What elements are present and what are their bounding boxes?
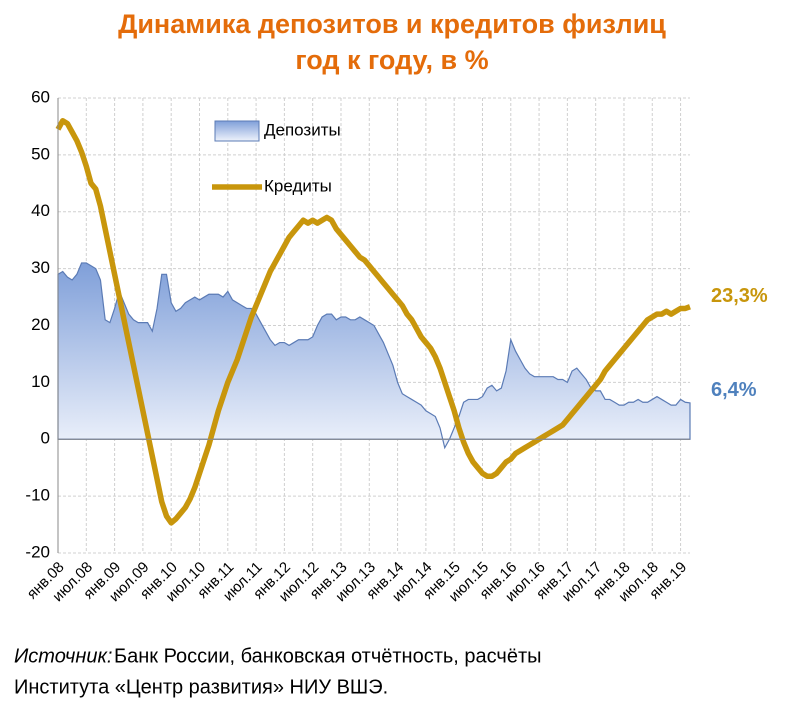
- y-tick-label: 60: [31, 87, 50, 106]
- source-label: Источник:: [14, 645, 112, 667]
- y-tick-label: 20: [31, 315, 50, 334]
- chart-subtitle: год к году, в %: [295, 45, 488, 75]
- legend-swatch: [214, 120, 260, 142]
- y-tick-label: -20: [25, 542, 50, 561]
- y-tick-label: 50: [31, 144, 50, 163]
- y-tick-label: 30: [31, 258, 50, 277]
- y-tick-label: 40: [31, 201, 50, 220]
- y-tick-label: 0: [41, 429, 50, 448]
- end-label: 23,3%: [711, 285, 768, 307]
- y-tick-label: 10: [31, 372, 50, 391]
- source-text: Банк России, банковская отчётность, расч…: [114, 645, 542, 667]
- legend-label: Депозиты: [264, 120, 341, 139]
- credit-line: [55, 118, 691, 526]
- end-label: 6,4%: [711, 379, 757, 401]
- source-text: Института «Центр развития» НИУ ВШЭ.: [14, 676, 388, 698]
- y-tick-label: -10: [25, 486, 50, 505]
- legend-label: Кредиты: [264, 176, 332, 195]
- chart-title: Динамика депозитов и кредитов физлиц: [118, 9, 666, 39]
